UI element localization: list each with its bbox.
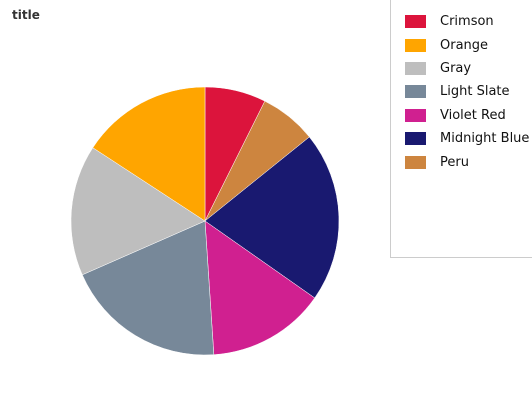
legend-swatch [405, 38, 426, 52]
legend-swatch [405, 85, 426, 99]
legend-label: Orange [440, 37, 489, 53]
legend-item: Light Slate [391, 80, 532, 103]
legend-swatch [405, 155, 426, 169]
legend: Crimson Orange Gray Light Slate Violet Red Mi… [390, 0, 532, 258]
chart-title: title [12, 8, 40, 22]
legend-item: Peru [391, 150, 532, 173]
legend-item: Gray [391, 57, 532, 80]
legend-label: Crimson [440, 14, 494, 30]
legend-swatch [405, 108, 426, 122]
legend-item: Violet Red [391, 104, 532, 127]
legend-label: Midnight Blue [440, 131, 530, 147]
legend-swatch [405, 15, 426, 29]
legend-item: Midnight Blue [391, 127, 532, 150]
legend-item: Crimson [391, 10, 532, 33]
legend-label: Light Slate [440, 84, 510, 100]
legend-swatch [405, 61, 426, 75]
legend-swatch [405, 132, 426, 146]
pie-slice-violet-red [204, 220, 316, 355]
pie-slice-midnight-blue [204, 136, 340, 299]
legend-label: Gray [440, 60, 472, 76]
legend-label: Violet Red [440, 107, 506, 123]
legend-item: Orange [391, 33, 532, 56]
pie-slice-light-slate [81, 220, 215, 356]
pie-chart [70, 86, 340, 356]
pie-slice-orange [92, 86, 206, 222]
pie-slice-gray [70, 147, 206, 276]
legend-label: Peru [440, 154, 469, 170]
